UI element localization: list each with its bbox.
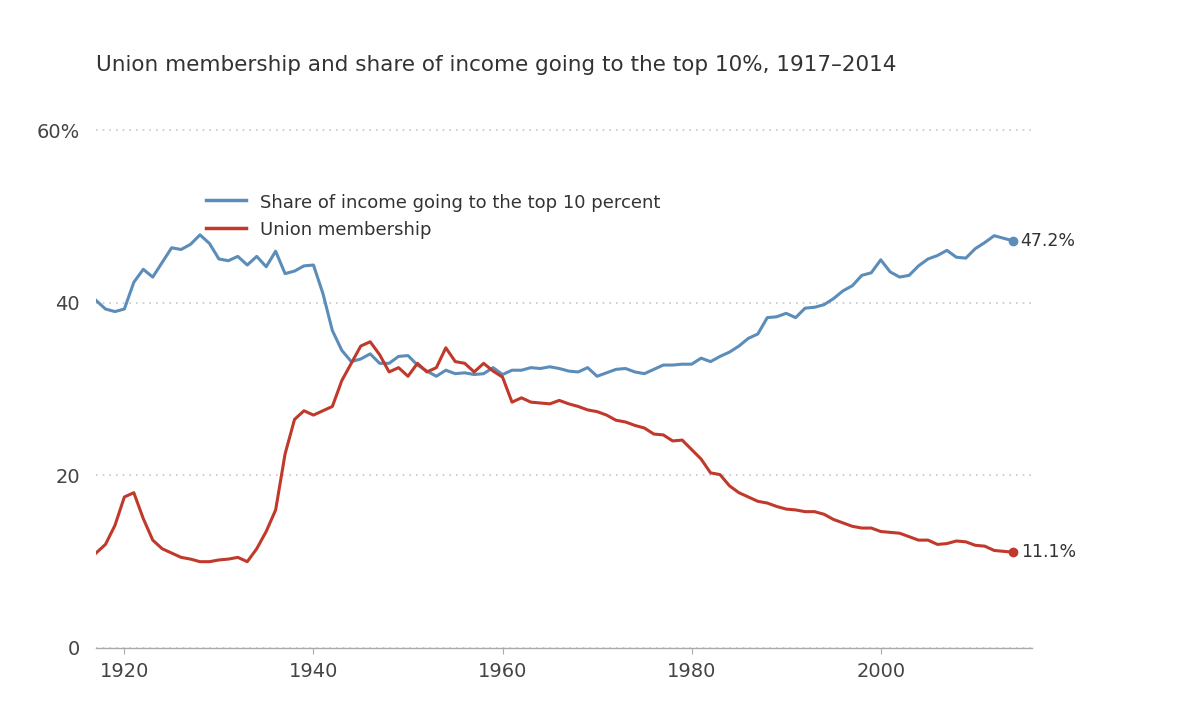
Text: 11.1%: 11.1% [1021,543,1075,561]
Text: 47.2%: 47.2% [1021,232,1075,250]
Text: Union membership and share of income going to the top 10%, 1917–2014: Union membership and share of income goi… [96,55,896,75]
Legend: Share of income going to the top 10 percent, Union membership: Share of income going to the top 10 perc… [199,186,667,246]
